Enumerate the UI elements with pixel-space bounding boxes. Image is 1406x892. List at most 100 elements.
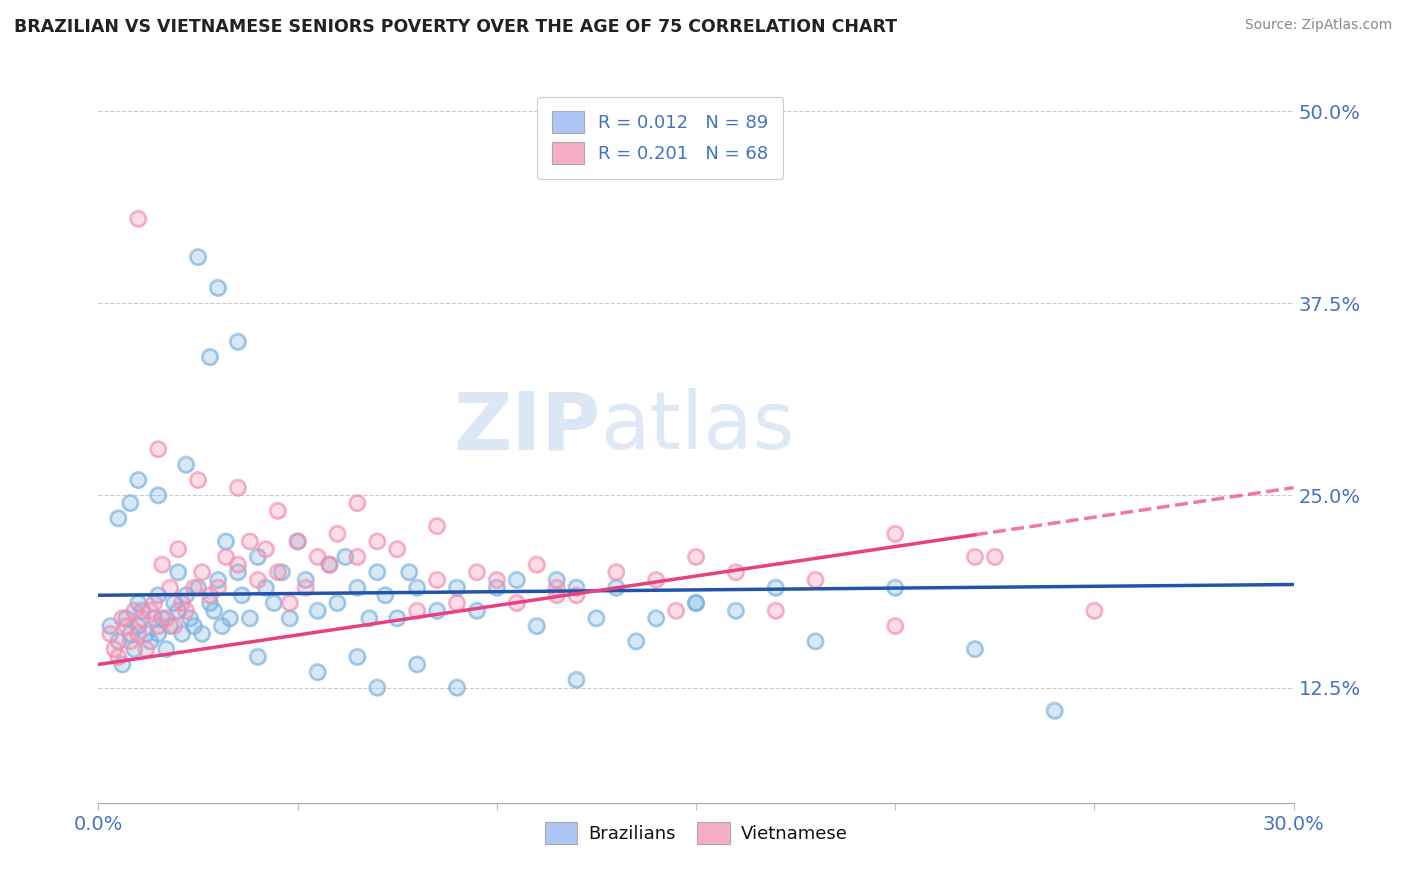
Point bbox=[172, 626, 194, 640]
Point bbox=[115, 619, 138, 633]
Point bbox=[963, 549, 986, 564]
Point bbox=[98, 626, 122, 640]
Point bbox=[219, 611, 242, 625]
Point bbox=[135, 626, 157, 640]
Point bbox=[183, 581, 205, 595]
Point bbox=[884, 619, 907, 633]
Point bbox=[198, 350, 221, 364]
Point bbox=[385, 611, 409, 625]
Point bbox=[267, 504, 290, 518]
Point bbox=[346, 581, 368, 595]
Point bbox=[127, 211, 149, 226]
Point bbox=[1043, 704, 1066, 718]
Point bbox=[107, 649, 129, 664]
Point bbox=[446, 681, 468, 695]
Point bbox=[107, 634, 129, 648]
Point bbox=[167, 565, 190, 579]
Point bbox=[120, 626, 142, 640]
Point bbox=[884, 581, 907, 595]
Point bbox=[127, 473, 149, 487]
Point bbox=[546, 581, 568, 595]
Point bbox=[605, 581, 627, 595]
Point bbox=[159, 581, 181, 595]
Point bbox=[148, 488, 170, 502]
Point bbox=[426, 573, 449, 587]
Point bbox=[198, 596, 221, 610]
Point bbox=[287, 534, 309, 549]
Point bbox=[506, 573, 529, 587]
Point bbox=[446, 581, 468, 595]
Point bbox=[103, 642, 125, 657]
Text: atlas: atlas bbox=[600, 388, 794, 467]
Point bbox=[385, 611, 409, 625]
Point bbox=[506, 573, 529, 587]
Point bbox=[226, 481, 249, 495]
Point bbox=[884, 581, 907, 595]
Point bbox=[174, 588, 197, 602]
Point bbox=[526, 558, 548, 572]
Point bbox=[685, 596, 707, 610]
Point bbox=[150, 558, 173, 572]
Point bbox=[120, 496, 142, 510]
Point bbox=[187, 250, 209, 264]
Point bbox=[127, 626, 149, 640]
Text: BRAZILIAN VS VIETNAMESE SENIORS POVERTY OVER THE AGE OF 75 CORRELATION CHART: BRAZILIAN VS VIETNAMESE SENIORS POVERTY … bbox=[14, 18, 897, 36]
Point bbox=[406, 581, 429, 595]
Point bbox=[294, 581, 316, 595]
Point bbox=[254, 542, 277, 557]
Point bbox=[107, 511, 129, 525]
Point bbox=[406, 604, 429, 618]
Point bbox=[231, 588, 253, 602]
Point bbox=[127, 626, 149, 640]
Point bbox=[645, 611, 668, 625]
Point bbox=[884, 526, 907, 541]
Point bbox=[127, 619, 149, 633]
Point bbox=[198, 588, 221, 602]
Point bbox=[406, 657, 429, 672]
Point bbox=[685, 549, 707, 564]
Point bbox=[366, 681, 388, 695]
Point bbox=[526, 619, 548, 633]
Point bbox=[605, 565, 627, 579]
Point bbox=[211, 619, 233, 633]
Point bbox=[187, 581, 209, 595]
Point bbox=[131, 611, 153, 625]
Point bbox=[187, 473, 209, 487]
Point bbox=[167, 542, 190, 557]
Point bbox=[346, 496, 368, 510]
Point bbox=[172, 596, 194, 610]
Point bbox=[307, 665, 329, 680]
Point bbox=[191, 565, 214, 579]
Legend: Brazilians, Vietnamese: Brazilians, Vietnamese bbox=[537, 815, 855, 852]
Point bbox=[426, 519, 449, 533]
Point bbox=[239, 611, 262, 625]
Point bbox=[174, 458, 197, 472]
Point bbox=[148, 588, 170, 602]
Point bbox=[239, 534, 262, 549]
Point bbox=[366, 534, 388, 549]
Point bbox=[346, 649, 368, 664]
Point bbox=[665, 604, 688, 618]
Point bbox=[131, 604, 153, 618]
Point bbox=[307, 549, 329, 564]
Point bbox=[465, 565, 488, 579]
Point bbox=[1083, 604, 1105, 618]
Point bbox=[465, 565, 488, 579]
Point bbox=[294, 573, 316, 587]
Point bbox=[179, 611, 201, 625]
Point bbox=[98, 619, 122, 633]
Point bbox=[398, 565, 420, 579]
Point bbox=[120, 626, 142, 640]
Point bbox=[546, 573, 568, 587]
Point bbox=[115, 611, 138, 625]
Point bbox=[115, 619, 138, 633]
Point bbox=[124, 604, 146, 618]
Point bbox=[187, 473, 209, 487]
Point bbox=[485, 581, 508, 595]
Point bbox=[804, 573, 827, 587]
Point bbox=[239, 534, 262, 549]
Point bbox=[150, 611, 173, 625]
Point bbox=[163, 596, 186, 610]
Point bbox=[127, 596, 149, 610]
Point bbox=[226, 565, 249, 579]
